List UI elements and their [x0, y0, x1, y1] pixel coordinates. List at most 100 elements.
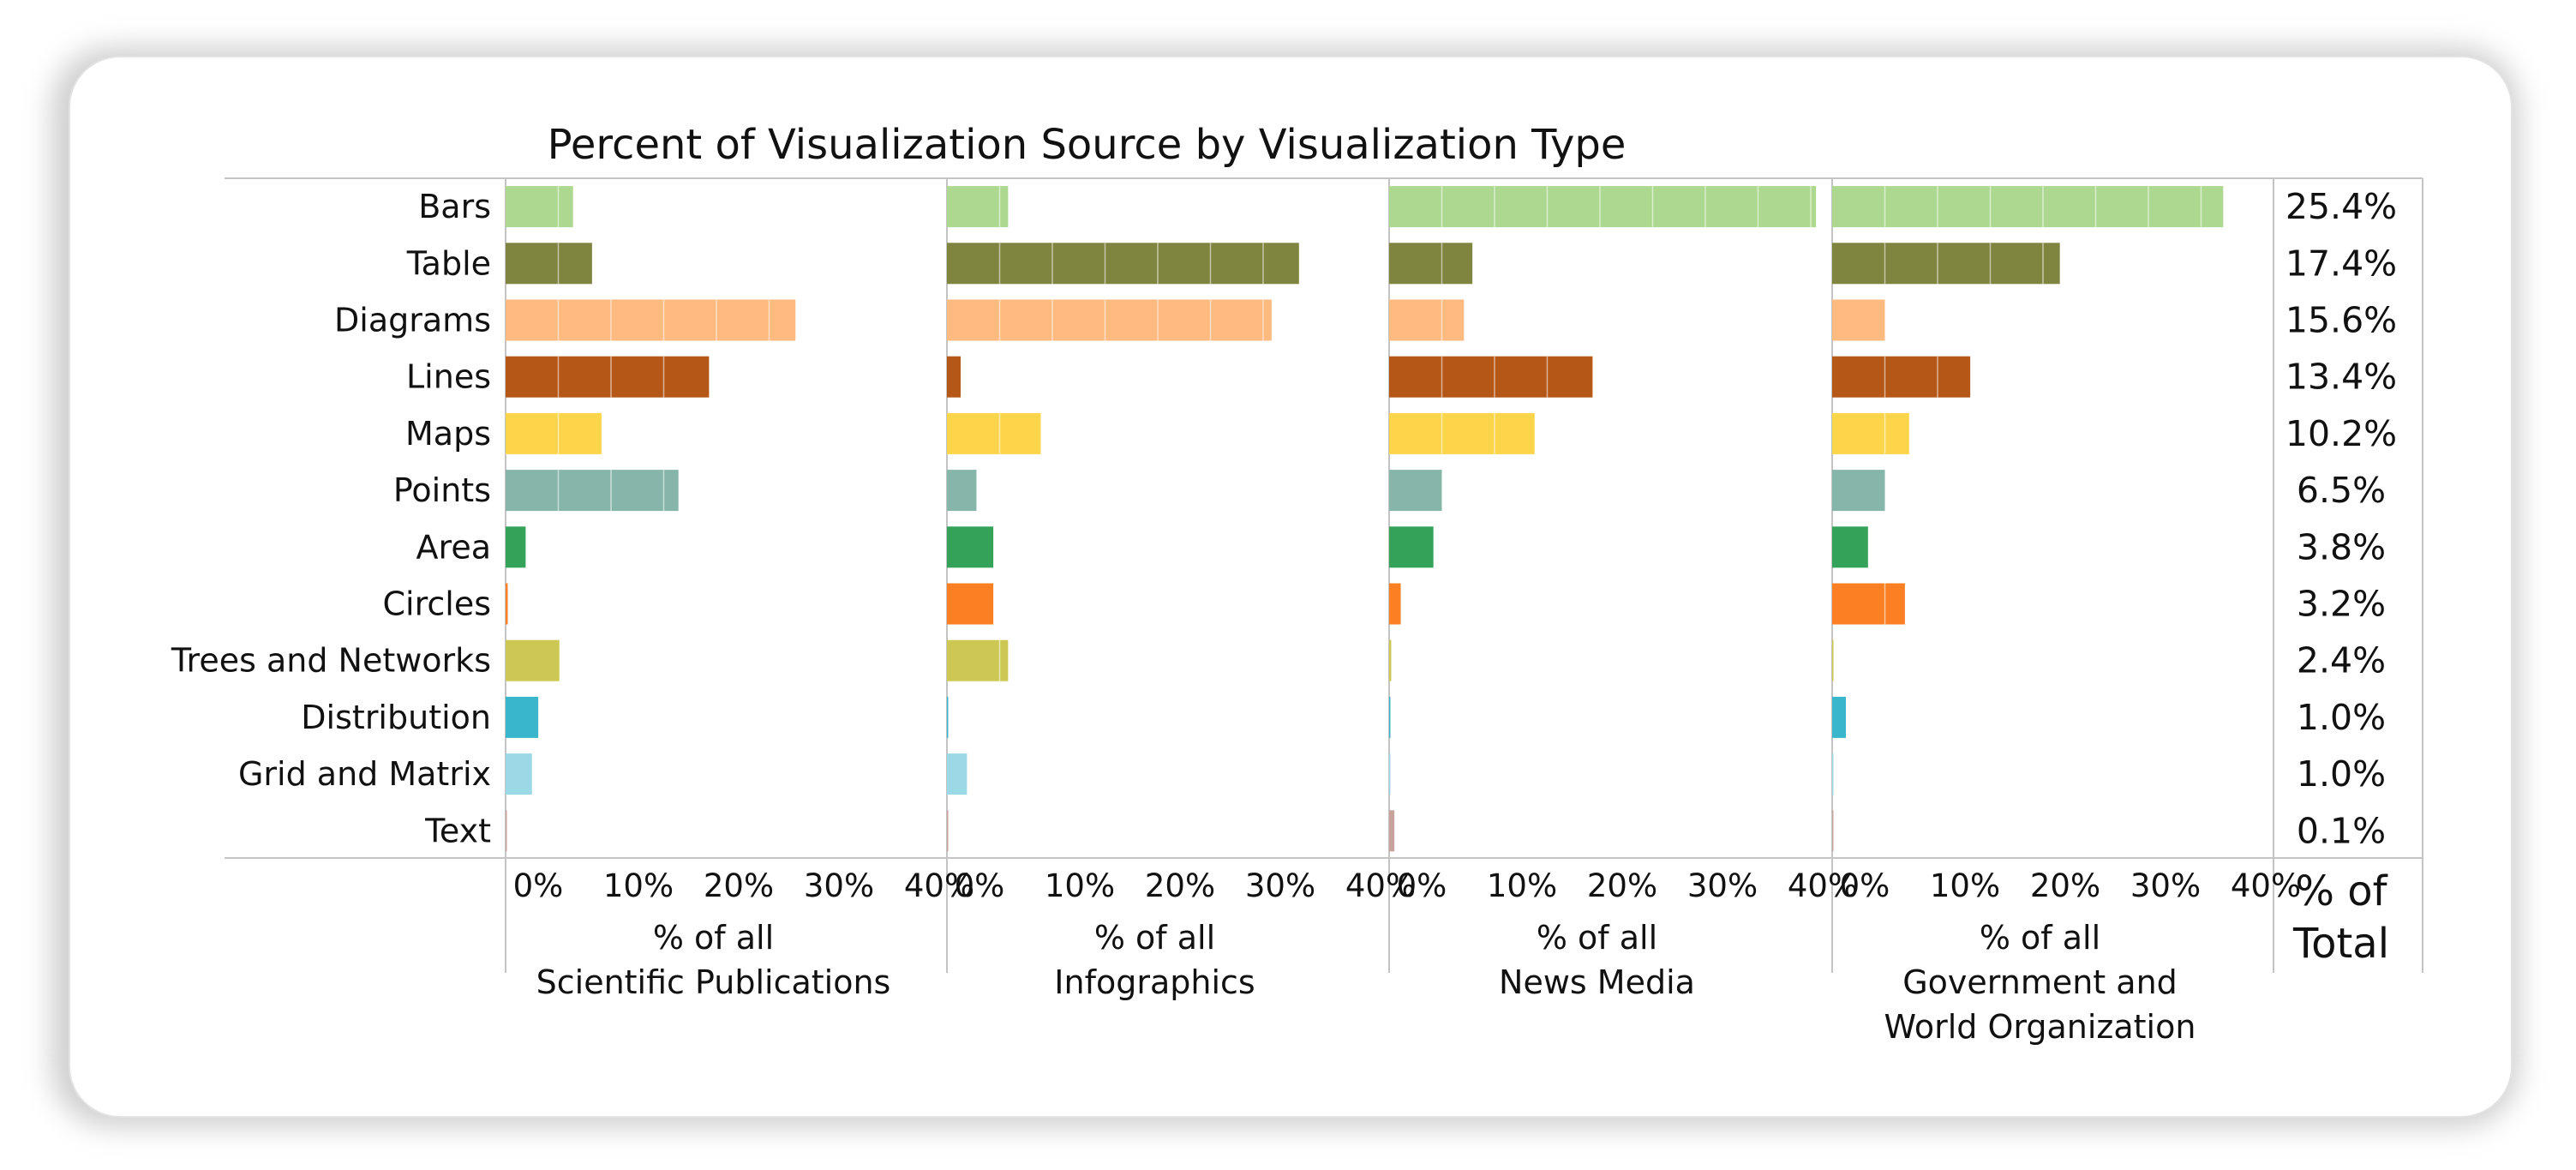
x-tick-label: 30%: [2130, 867, 2201, 904]
x-tick-label: 20%: [1145, 867, 1215, 904]
bar: [1389, 299, 1465, 341]
bar: [1832, 583, 1905, 625]
axis-title-line: % of all: [1094, 919, 1215, 957]
x-tick-label: 40%: [904, 867, 974, 904]
bar: [506, 243, 592, 285]
category-label: Text: [424, 812, 491, 849]
bar: [1832, 526, 1868, 568]
x-tick-label: 0%: [1840, 867, 1890, 904]
category-label: Points: [393, 471, 491, 509]
category-label: Distribution: [301, 699, 491, 736]
axis-title-line: Government and: [1902, 963, 2178, 1001]
x-tick-label: 10%: [1487, 867, 1557, 904]
bar: [1389, 243, 1473, 285]
axis-title-line: % of all: [1537, 919, 1657, 957]
total-value: 10.2%: [2285, 413, 2397, 454]
total-value: 1.0%: [2297, 753, 2386, 795]
category-label: Lines: [406, 358, 491, 396]
bar: [1389, 639, 1392, 681]
x-tick-label: 10%: [1930, 867, 2000, 904]
bar: [1389, 753, 1391, 795]
total-value: 15.6%: [2285, 300, 2397, 341]
bar: [947, 696, 949, 738]
bar: [947, 412, 1041, 454]
x-tick-label: 20%: [1587, 867, 1657, 904]
category-label: Circles: [382, 585, 491, 623]
axis-title-line: Infographics: [1054, 963, 1255, 1001]
bar: [1832, 299, 1885, 341]
total-value: 2.4%: [2297, 640, 2386, 681]
x-tick-label: 0%: [1397, 867, 1447, 904]
bar: [1832, 696, 1846, 738]
chart-title: Percent of Visualization Source by Visua…: [548, 121, 1626, 169]
bar: [1389, 696, 1391, 738]
labels-layer: Bars Table Diagrams Lines Maps Points Area Circ…: [171, 186, 2397, 1046]
x-tick-label: 10%: [603, 867, 674, 904]
axis-title-line: World Organization: [1884, 1008, 2196, 1046]
bar: [506, 526, 526, 568]
bar: [506, 583, 508, 625]
bar: [1389, 526, 1434, 568]
total-value: 3.2%: [2297, 584, 2386, 625]
bar: [506, 412, 602, 454]
bar: [947, 810, 949, 852]
bar: [1832, 243, 2060, 285]
total-value: 1.0%: [2297, 697, 2386, 738]
bar: [1389, 470, 1442, 512]
bar: [1832, 810, 1834, 852]
bar: [1832, 639, 1834, 681]
bar: [947, 583, 994, 625]
x-tick-label: 30%: [1245, 867, 1315, 904]
bar: [1832, 186, 2224, 228]
bar: [1389, 412, 1535, 454]
bar: [947, 526, 994, 568]
bar: [947, 186, 1009, 228]
bar: [506, 810, 507, 852]
bar: [947, 470, 977, 512]
bar: [1832, 470, 1885, 512]
bar: [1832, 412, 1909, 454]
bar: [506, 470, 679, 512]
bar: [506, 753, 532, 795]
bar: [506, 356, 710, 398]
totals-header: Total: [2292, 920, 2389, 968]
bar: [947, 639, 1009, 681]
x-tick-label: 20%: [2030, 867, 2100, 904]
x-tick-label: 40%: [1788, 867, 1858, 904]
category-label: Grid and Matrix: [238, 755, 491, 793]
axis-title-line: % of all: [653, 919, 774, 957]
bar: [1832, 753, 1834, 795]
chart-card: [69, 56, 2513, 1118]
bar: [947, 243, 1299, 285]
bar: [1389, 356, 1593, 398]
totals-header: % of: [2295, 867, 2387, 915]
bar: [947, 299, 1272, 341]
bar: [506, 299, 796, 341]
x-tick-label: 0%: [513, 867, 564, 904]
x-tick-label: 30%: [1687, 867, 1758, 904]
bar: [947, 753, 967, 795]
x-tick-label: 40%: [2231, 867, 2301, 904]
bar: [506, 696, 539, 738]
bars-layer: [506, 186, 2224, 852]
x-tick-label: 10%: [1045, 867, 1115, 904]
panel-frame: [225, 177, 2423, 973]
bar: [1389, 186, 1817, 228]
total-value: 6.5%: [2297, 470, 2386, 511]
x-tick-label: 30%: [804, 867, 874, 904]
bar: [1832, 356, 1971, 398]
x-tick-label: 0%: [955, 867, 1005, 904]
total-value: 0.1%: [2297, 810, 2386, 851]
total-value: 3.8%: [2297, 526, 2386, 567]
x-tick-label: 20%: [704, 867, 774, 904]
total-value: 13.4%: [2285, 357, 2397, 398]
bar: [947, 356, 961, 398]
x-tick-label: 40%: [1345, 867, 1416, 904]
bar: [1389, 810, 1395, 852]
axis-title-line: % of all: [1980, 919, 2100, 957]
category-label: Bars: [418, 188, 491, 225]
category-label: Table: [406, 244, 491, 282]
bar: [506, 639, 560, 681]
total-value: 17.4%: [2285, 243, 2397, 284]
